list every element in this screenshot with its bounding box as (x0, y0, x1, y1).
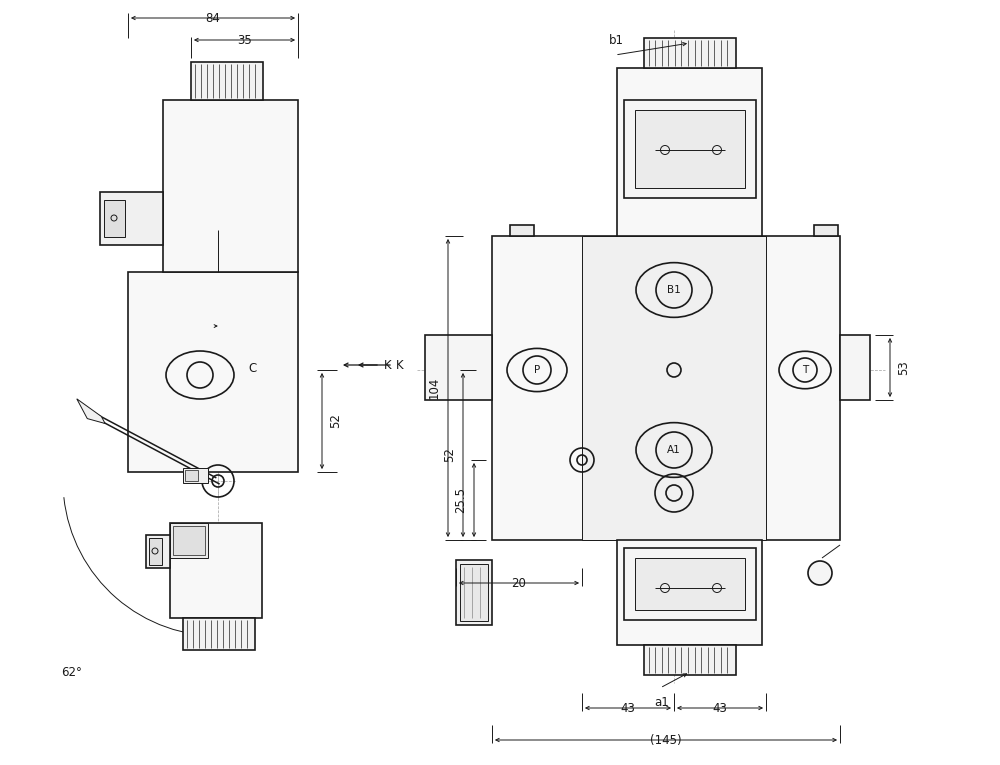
Bar (492, 236, 840, 540)
Bar (128, 272, 298, 472)
Bar (163, 100, 298, 272)
Text: 43: 43 (713, 702, 727, 715)
Bar (644, 38, 736, 68)
Bar (617, 540, 762, 645)
Text: K: K (384, 359, 392, 372)
Bar (456, 560, 492, 625)
Bar (460, 564, 488, 621)
Text: 84: 84 (206, 12, 220, 25)
Bar (183, 468, 208, 483)
Text: 104: 104 (428, 377, 441, 399)
Bar (183, 618, 255, 650)
Text: 43: 43 (621, 702, 635, 715)
Bar (840, 335, 870, 400)
Text: (145): (145) (650, 734, 682, 747)
Bar (582, 236, 766, 540)
Bar (624, 548, 756, 620)
Bar (146, 535, 170, 568)
Bar (635, 558, 745, 610)
Text: a1: a1 (654, 696, 669, 709)
Bar (104, 200, 125, 237)
Circle shape (808, 561, 832, 585)
Text: b1: b1 (609, 34, 624, 47)
Bar (170, 523, 262, 618)
Text: K: K (396, 359, 404, 372)
Bar (100, 192, 163, 245)
Text: 20: 20 (512, 577, 526, 590)
Text: C: C (248, 362, 256, 375)
Bar (510, 225, 534, 236)
Bar (814, 225, 838, 236)
Polygon shape (77, 399, 105, 424)
Bar (617, 68, 762, 236)
Bar (425, 335, 492, 400)
Bar (635, 110, 745, 188)
Text: A1: A1 (667, 445, 681, 455)
Bar (170, 523, 208, 558)
Bar (173, 526, 205, 555)
Bar (644, 645, 736, 675)
Bar (624, 100, 756, 198)
Bar (185, 470, 198, 481)
Text: T: T (802, 365, 808, 375)
Bar (191, 62, 263, 100)
Text: 52: 52 (443, 448, 456, 462)
Text: 52: 52 (329, 414, 342, 428)
Text: 62°: 62° (62, 666, 82, 679)
Text: P: P (534, 365, 540, 375)
Text: 35: 35 (237, 34, 252, 47)
Text: 25.5: 25.5 (454, 487, 467, 513)
Bar (149, 538, 162, 565)
Text: 53: 53 (897, 360, 910, 375)
Text: B1: B1 (667, 285, 681, 295)
